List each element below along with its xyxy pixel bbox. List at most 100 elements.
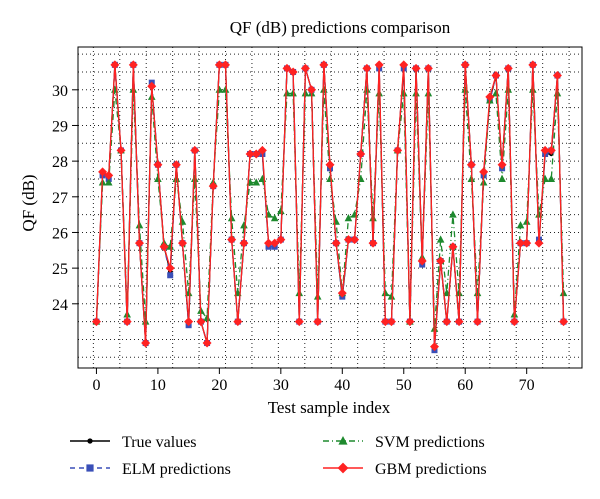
data-point [485,92,495,102]
data-point [270,238,280,248]
data-point [529,85,537,93]
data-point [516,238,526,248]
data-point [227,214,236,222]
data-point [387,292,396,300]
data-point [460,60,470,70]
data-point [245,149,255,159]
data-point [429,342,439,352]
data-point [498,174,506,182]
data-point [178,217,187,225]
data-point [190,145,200,155]
data-point [559,288,568,297]
data-point [374,60,384,70]
x-tick-label: 30 [273,377,289,394]
data-point [233,317,243,327]
data-point [111,85,119,93]
y-tick-label: 30 [52,83,68,100]
legend-item: ELM predictions [70,461,231,478]
data-point [362,63,372,73]
data-point [473,288,482,297]
data-point [264,238,274,248]
data-point [184,317,194,327]
legend: True values ELM predictions SVM prediction… [70,434,487,478]
data-point [448,242,458,252]
data-point [325,160,335,170]
data-point [110,60,120,70]
data-point [522,238,532,248]
data-point [251,149,261,159]
data-point [165,263,175,273]
data-point [202,338,212,348]
data-point [405,317,415,327]
data-point [331,238,341,248]
data-point [172,174,181,182]
data-point [534,238,544,248]
data-point [479,167,489,177]
legend-marker [338,435,348,445]
data-point [221,85,230,93]
data-point [104,178,113,186]
plot-frame [77,46,583,369]
data-point [491,71,501,81]
data-point [454,317,464,327]
data-point [449,210,457,218]
legend-item: True values [70,434,197,451]
data-point [227,235,237,245]
data-point [257,145,267,155]
x-axis-label: Test sample index [268,398,391,417]
data-point [326,174,334,182]
y-tick-label: 26 [52,225,68,242]
y-tick-label: 27 [52,190,68,207]
data-point [436,235,445,243]
data-point [283,89,291,97]
data-point [215,85,224,93]
data-point [509,317,519,327]
data-point [240,221,248,229]
data-point [147,81,157,91]
series-gbm-predictions [91,60,569,352]
data-point [547,174,556,182]
data-point [277,206,285,215]
legend-marker [86,464,94,472]
x-tick-label: 10 [150,377,166,394]
data-point [337,288,347,298]
x-tick-label: 70 [519,377,535,394]
data-point [295,288,304,297]
data-point [282,63,292,73]
x-tick-label: 50 [396,377,412,394]
data-point [497,160,507,170]
data-point [473,317,483,327]
data-point [546,145,556,155]
data-point [154,174,162,182]
data-point [159,242,169,252]
data-point [442,317,452,327]
data-point [128,60,138,70]
axis-ticks: 0 10 20 30 40 50 60 70 24 25 26 27 28 29 30 [52,83,535,394]
data-point [171,160,181,170]
data-point [122,317,132,327]
data-point [98,167,108,177]
legend-label: ELM predictions [122,461,231,478]
data-point [270,214,279,222]
legend-label: True values [122,434,197,451]
data-point [214,60,224,70]
y-axis-label: QF (dB) [19,174,38,231]
data-point [516,221,525,229]
data-point [300,63,310,73]
legend-marker [87,438,93,444]
data-point [417,256,427,266]
data-point [411,63,421,73]
data-point [313,317,323,327]
data-point [350,235,360,245]
data-point [380,317,390,327]
data-point [104,170,114,180]
data-point [528,60,538,70]
data-point [141,338,151,348]
chart-title: QF (dB) predictions comparison [230,18,451,37]
data-point [307,85,317,95]
y-tick-label: 28 [52,154,68,171]
data-point [203,313,211,322]
data-point [368,238,378,248]
data-point [221,60,231,70]
